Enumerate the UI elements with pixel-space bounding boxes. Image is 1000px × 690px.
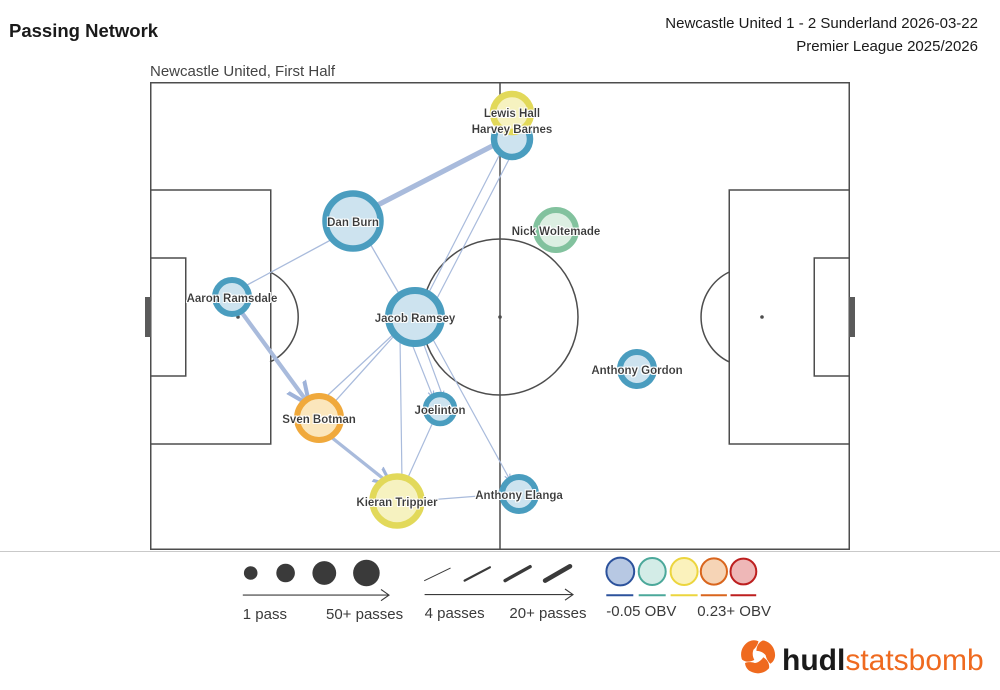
svg-text:Anthony Gordon: Anthony Gordon xyxy=(591,365,682,377)
svg-text:Lewis Hall: Lewis Hall xyxy=(484,108,540,120)
svg-text:Anthony Elanga: Anthony Elanga xyxy=(475,490,563,502)
svg-text:hudlstatsbomb: hudlstatsbomb xyxy=(782,644,984,677)
svg-text:4 passes: 4 passes xyxy=(425,605,485,622)
svg-text:-0.05 OBV: -0.05 OBV xyxy=(606,603,676,620)
svg-text:Aaron Ramsdale: Aaron Ramsdale xyxy=(187,293,278,305)
svg-text:50+ passes: 50+ passes xyxy=(326,606,403,623)
svg-text:Joelinton: Joelinton xyxy=(414,405,465,417)
svg-text:Dan Burn: Dan Burn xyxy=(327,217,379,229)
svg-text:0.23+ OBV: 0.23+ OBV xyxy=(697,603,771,620)
svg-text:Harvey Barnes: Harvey Barnes xyxy=(472,124,553,136)
svg-text:Jacob Ramsey: Jacob Ramsey xyxy=(375,313,456,325)
svg-text:Sven Botman: Sven Botman xyxy=(282,414,356,426)
svg-text:20+ passes: 20+ passes xyxy=(509,605,586,622)
svg-text:Kieran Trippier: Kieran Trippier xyxy=(356,497,438,509)
svg-text:Nick Woltemade: Nick Woltemade xyxy=(512,226,601,238)
svg-text:1 pass: 1 pass xyxy=(243,606,287,623)
